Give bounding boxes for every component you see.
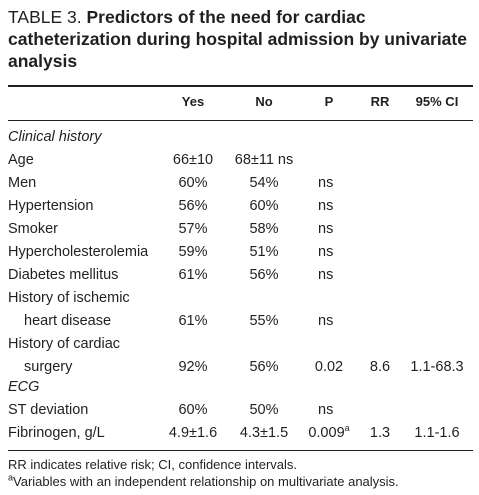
cell-no: 60% [249, 198, 279, 214]
cell-yes: 61% [178, 313, 208, 329]
cell-no: 54% [249, 175, 279, 191]
cell-yes: 92% [178, 359, 208, 375]
cell-no: 55% [249, 313, 279, 329]
col-header-ci: 95% CI [415, 94, 459, 109]
cell-ci: 1.1-1.6 [414, 425, 460, 441]
cell-p: ns [318, 221, 334, 237]
cell-yes: 57% [178, 221, 208, 237]
cell-no: 68±11 ns [234, 152, 294, 168]
cell-no: 56% [249, 267, 279, 283]
cell-yes: 56% [178, 198, 208, 214]
section-ecg: ECG [8, 379, 40, 395]
cell-yes: 66±10 [172, 152, 214, 168]
row-label: Hypercholesterolemia [8, 244, 149, 260]
cell-no: 58% [249, 221, 279, 237]
row-label: ST deviation [8, 402, 89, 418]
cell-yes: 60% [178, 402, 208, 418]
p-footnote-marker: a [344, 423, 350, 434]
cell-no: 56% [249, 359, 279, 375]
row-label-continued: heart disease [24, 313, 112, 329]
cell-p: 0.02 [314, 359, 344, 375]
row-label: History of cardiac [8, 336, 121, 352]
cell-rr: 8.6 [369, 359, 391, 375]
cell-yes: 60% [178, 175, 208, 191]
row-label: Men [8, 175, 37, 191]
table-title: TABLE 3. Predictors of the need for card… [8, 6, 472, 72]
top-rule [8, 85, 473, 87]
row-label-continued: surgery [24, 359, 73, 375]
cell-no: 50% [249, 402, 279, 418]
cell-p: ns [318, 244, 334, 260]
cell-p: 0.009a [301, 422, 357, 445]
row-label: Hypertension [8, 198, 94, 214]
footnote-marker: a [8, 472, 14, 483]
cell-p: ns [318, 402, 334, 418]
cell-p: ns [318, 313, 334, 329]
cell-no: 51% [249, 244, 279, 260]
cell-p: ns [318, 198, 334, 214]
p-value: 0.009 [308, 425, 345, 441]
cell-rr: 1.3 [369, 425, 391, 441]
row-label: Age [8, 152, 34, 168]
row-label: Fibrinogen, g/L [8, 425, 105, 441]
row-label: Smoker [8, 221, 58, 237]
table-number: TABLE 3. [8, 7, 82, 27]
cell-yes: 4.9±1.6 [168, 425, 218, 441]
cell-p: ns [318, 267, 334, 283]
cell-yes: 61% [178, 267, 208, 283]
col-header-rr: RR [370, 94, 390, 109]
footnote-text: Variables with an independent relationsh… [13, 474, 399, 489]
table-caption: Predictors of the need for cardiac cathe… [8, 7, 467, 71]
cell-no: 4.3±1.5 [239, 425, 289, 441]
cell-ci: 1.1-68.3 [410, 359, 464, 375]
col-header-no: No [255, 94, 273, 109]
col-header-yes: Yes [181, 94, 205, 109]
row-label: History of ischemic [8, 290, 130, 306]
bottom-rule [8, 450, 473, 451]
row-label: Diabetes mellitus [8, 267, 119, 283]
cell-p: ns [318, 175, 334, 191]
footnote-abbreviations: RR indicates relative risk; CI, confiden… [8, 457, 298, 472]
footnote-a: aVariables with an independent relations… [8, 473, 399, 490]
section-clinical-history: Clinical history [8, 129, 102, 145]
col-header-p: P [324, 94, 334, 109]
header-rule [8, 120, 473, 121]
cell-yes: 59% [178, 244, 208, 260]
